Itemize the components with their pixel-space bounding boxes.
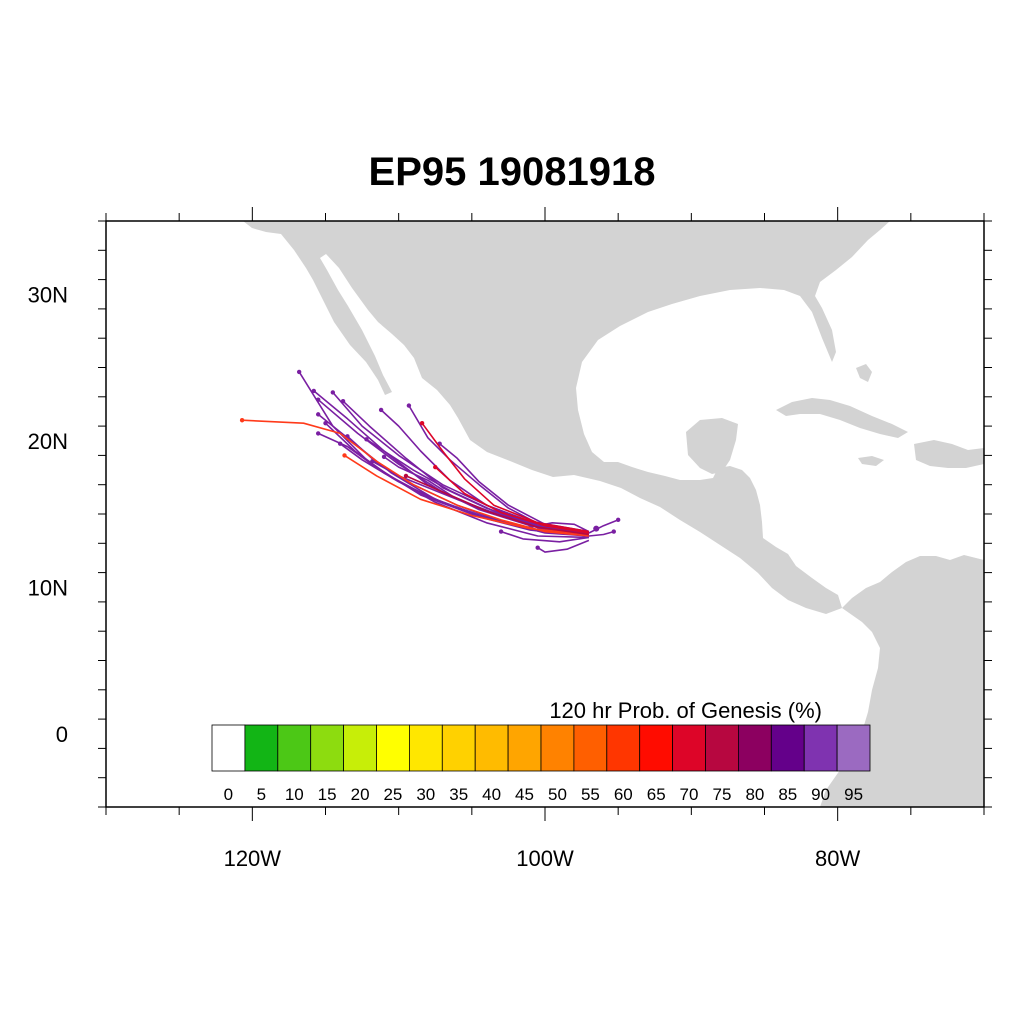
colorbar-box [310, 724, 345, 772]
colorbar-label: 5 [257, 785, 266, 804]
colorbar-box [343, 724, 377, 772]
track-endpoint [315, 431, 321, 436]
colorbar-box [672, 724, 706, 772]
lat-tick-label: 30N [28, 282, 68, 307]
track-endpoint [323, 420, 328, 426]
colorbar-box [277, 724, 312, 772]
track-line [434, 466, 590, 534]
colorbar-label: 95 [844, 785, 863, 804]
track-endpoint [406, 403, 412, 408]
colorbar-box [738, 724, 772, 772]
track-endpoint [403, 473, 409, 479]
colorbar-box [244, 724, 279, 772]
land-cuba [776, 398, 908, 438]
tick-layer [98, 207, 992, 821]
track-endpoint [378, 407, 384, 413]
colorbar-label: 70 [680, 785, 699, 804]
track-line [588, 519, 619, 534]
colorbar-box [770, 724, 805, 772]
lat-tick-label: 20N [28, 429, 68, 454]
track-line [500, 530, 590, 543]
track-line [421, 422, 590, 533]
lon-tick-label: 120W [224, 846, 282, 871]
lon-tick-label: 80W [815, 846, 860, 871]
land-north-america [243, 221, 890, 614]
track-endpoint [239, 418, 245, 423]
colorbar-label: 40 [482, 785, 501, 804]
colorbar-box [606, 724, 641, 772]
track-endpoint [311, 388, 316, 394]
lat-tick-label: 10N [28, 575, 68, 600]
colorbar-label: 50 [548, 785, 567, 804]
track-endpoint [315, 412, 321, 417]
colorbar-label: 75 [713, 785, 732, 804]
colorbar-label: 0 [224, 785, 233, 804]
land-bahamas [856, 364, 872, 382]
lon-tick-label: 100W [516, 846, 574, 871]
track-endpoint [330, 390, 336, 395]
track-endpoint [419, 420, 425, 426]
colorbar-label: 55 [581, 785, 600, 804]
colorbar-box [836, 724, 871, 772]
colorbar-label: 35 [449, 785, 468, 804]
track-line [242, 419, 589, 537]
track-endpoint [342, 453, 347, 458]
colorbar-label: 20 [351, 785, 370, 804]
colorbar-box [408, 724, 443, 772]
track-line [405, 475, 590, 536]
colorbar-box [573, 724, 608, 772]
colorbar-box [507, 724, 542, 772]
track-endpoint [364, 437, 369, 442]
track-endpoint [381, 454, 387, 460]
colorbar-box [474, 724, 509, 772]
track-endpoint [370, 459, 375, 464]
colorbar-label: 10 [285, 785, 304, 804]
track-endpoint [296, 369, 302, 375]
colorbar-box [639, 724, 674, 772]
colorbar-label: 30 [416, 785, 435, 804]
track-endpoint [611, 529, 616, 534]
tick-label-layer: 30N 20N 10N 0 120W 100W 80W [28, 282, 861, 871]
colorbar-label: 45 [515, 785, 534, 804]
colorbar-box [376, 724, 410, 772]
track-start-point [593, 525, 600, 532]
track-endpoint [615, 517, 621, 523]
colorbar: 120 hr Prob. of Genesis (%) 0 5 10 15 20 25 30… [211, 698, 871, 804]
land-yucatan [686, 418, 738, 474]
colorbar-box [705, 724, 739, 772]
track-endpoint [433, 464, 438, 470]
map-title: EP95 19081918 [368, 150, 656, 194]
track-endpoint [340, 398, 346, 404]
lat-tick-label: 0 [56, 722, 68, 747]
track-line [344, 454, 589, 536]
track-endpoint [498, 529, 504, 534]
colorbar-label: 80 [745, 785, 764, 804]
colorbar-label: 15 [318, 785, 337, 804]
track-endpoint [535, 545, 540, 550]
colorbar-box [540, 724, 575, 772]
colorbar-box [441, 724, 476, 772]
track-layer [239, 369, 621, 553]
land-hispaniola [914, 440, 984, 468]
track-line [588, 530, 615, 537]
land-jamaica [858, 456, 884, 466]
colorbar-box [803, 724, 838, 772]
colorbar-box [211, 724, 246, 772]
colorbar-label: 90 [811, 785, 830, 804]
colorbar-label: 85 [778, 785, 797, 804]
colorbar-title: 120 hr Prob. of Genesis (%) [549, 698, 822, 723]
colorbar-label: 25 [383, 785, 402, 804]
track-line [537, 539, 590, 553]
colorbar-label: 65 [647, 785, 666, 804]
colorbar-label: 60 [614, 785, 633, 804]
track-endpoint [337, 441, 343, 446]
